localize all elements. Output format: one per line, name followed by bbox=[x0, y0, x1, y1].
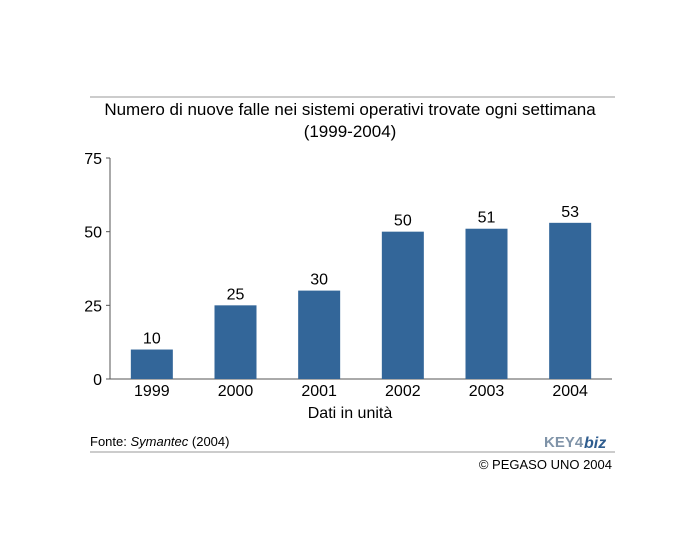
x-axis-title: Dati in unità bbox=[308, 405, 393, 422]
logo-part2: biz bbox=[584, 435, 606, 452]
key4biz-logo: KEY4 biz bbox=[544, 434, 606, 452]
chart-title: Numero di nuove falle nei sistemi operat… bbox=[104, 100, 596, 119]
data-label-2003: 51 bbox=[478, 210, 496, 227]
source-prefix: Fonte: bbox=[90, 434, 130, 449]
data-label-1999: 10 bbox=[143, 331, 161, 348]
data-label-2004: 53 bbox=[561, 204, 579, 221]
bars bbox=[130, 222, 592, 379]
bar-2001 bbox=[298, 290, 341, 379]
data-label-2000: 25 bbox=[227, 286, 245, 303]
data-label-2002: 50 bbox=[394, 213, 412, 230]
bar-2000 bbox=[214, 305, 257, 379]
x-tick-label: 2000 bbox=[218, 383, 254, 400]
bar-1999 bbox=[130, 349, 173, 379]
y-tick-label: 75 bbox=[84, 151, 102, 168]
source-year: (2004) bbox=[188, 434, 229, 449]
bar-2004 bbox=[549, 222, 592, 379]
y-tick-label: 0 bbox=[93, 372, 102, 389]
bar-2003 bbox=[465, 228, 508, 379]
y-tick-label: 25 bbox=[84, 298, 102, 315]
x-tick-label: 2001 bbox=[301, 383, 337, 400]
source-note: Fonte: Symantec (2004) bbox=[90, 434, 229, 449]
x-tick-label: 2003 bbox=[469, 383, 505, 400]
logo-part1: KEY4 bbox=[544, 434, 584, 451]
source-name: Symantec bbox=[130, 434, 188, 449]
copyright: © PEGASO UNO 2004 bbox=[479, 457, 612, 472]
bar-labels: 10 25 30 50 51 53 bbox=[143, 204, 579, 348]
chart-subtitle: (1999-2004) bbox=[304, 122, 397, 141]
bar-2002 bbox=[381, 231, 424, 379]
x-tick-label: 1999 bbox=[134, 383, 170, 400]
x-tick-label: 2004 bbox=[552, 383, 588, 400]
data-label-2001: 30 bbox=[310, 272, 328, 289]
y-tick-label: 50 bbox=[84, 225, 102, 242]
x-ticks: 1999 2000 2001 2002 2003 2004 bbox=[134, 383, 588, 400]
y-ticks: 0 25 50 75 bbox=[84, 151, 110, 389]
x-tick-label: 2002 bbox=[385, 383, 421, 400]
